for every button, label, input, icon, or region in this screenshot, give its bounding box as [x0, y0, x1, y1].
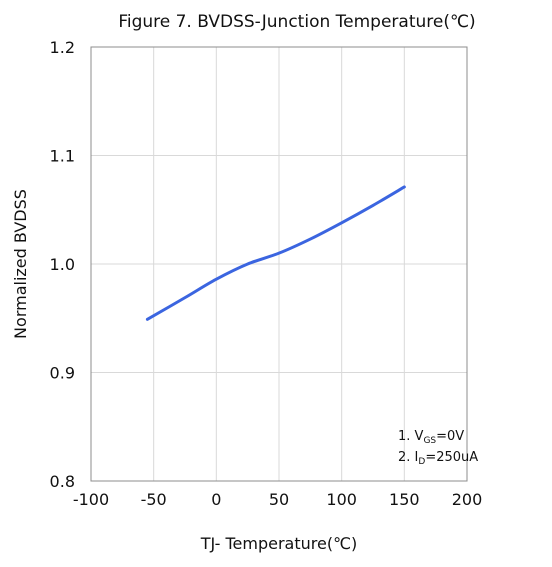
chart-title: Figure 7. BVDSS-Junction Temperature(℃): [118, 12, 475, 32]
note-vgs: 1. VGS=0V: [398, 429, 464, 446]
note-id: 2. ID=250uA: [398, 450, 478, 467]
x-axis-label: TJ- Temperature(℃): [200, 534, 358, 553]
x-tick-label: 150: [389, 490, 420, 509]
x-tick-label: 50: [269, 490, 289, 509]
y-tick-label: 1.0: [50, 255, 75, 274]
y-tick-label: 0.8: [50, 472, 75, 491]
grid-lines: [90, 46, 468, 482]
x-tick-label: -100: [73, 490, 109, 509]
y-axis-label: Normalized BVDSS: [11, 189, 30, 339]
bvdss-series-line: [145, 185, 406, 321]
x-tick-label: -50: [141, 490, 167, 509]
y-tick-label: 1.2: [50, 38, 75, 57]
x-tick-label: 200: [452, 490, 483, 509]
y-tick-label: 1.1: [50, 147, 75, 166]
x-tick-label: 0: [211, 490, 221, 509]
tick-labels: -100 -50 0 50 100 150 200 1.2 1.1 1.0 0.9 0.8: [50, 38, 483, 509]
y-tick-label: 0.9: [50, 364, 75, 383]
x-tick-label: 100: [326, 490, 357, 509]
plot-frame: [90, 46, 468, 482]
series-layer: [145, 185, 406, 321]
test-conditions-note: 1. VGS=0V 2. ID=250uA: [398, 429, 478, 467]
